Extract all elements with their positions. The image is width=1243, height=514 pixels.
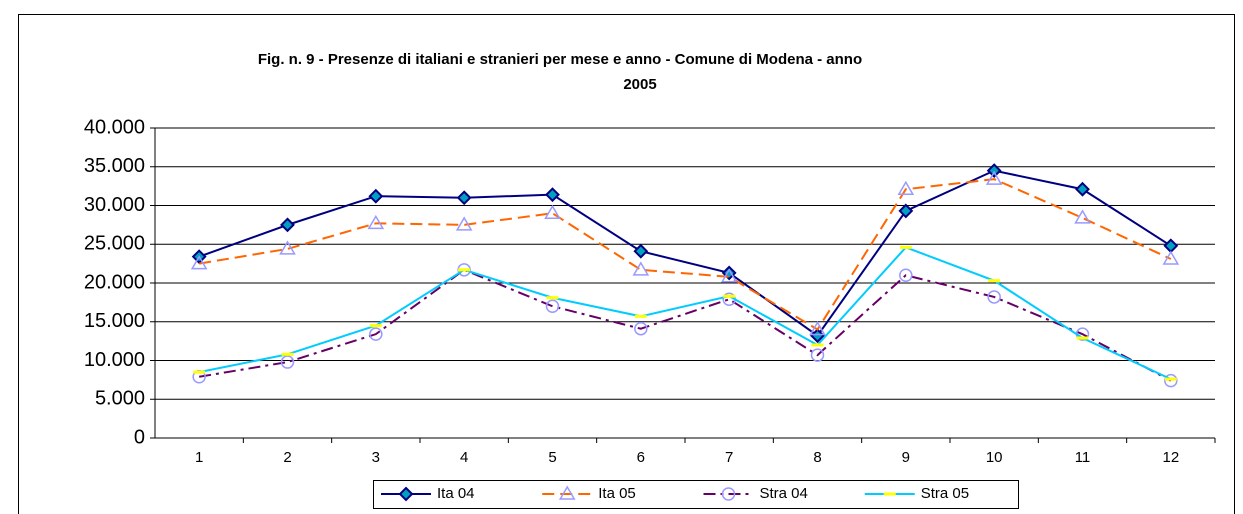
data-point (369, 324, 382, 328)
legend-label: Ita 04 (437, 485, 475, 502)
y-tick-label: 40.000 (84, 116, 145, 138)
data-point (546, 296, 559, 300)
legend-label: Stra 04 (760, 485, 808, 502)
data-point (632, 261, 650, 276)
data-point (634, 321, 648, 336)
x-tick-label: 11 (1075, 449, 1091, 466)
legend-label: Ita 05 (598, 485, 636, 502)
chart-frame (18, 14, 1235, 514)
data-point (986, 163, 1002, 179)
y-tick-label: 35.000 (84, 155, 145, 177)
data-point (899, 245, 912, 249)
x-tick-label: 12 (1162, 449, 1179, 466)
data-point (280, 217, 295, 233)
y-tick-label: 5.000 (95, 388, 145, 410)
x-tick-label: 5 (548, 449, 556, 466)
data-point (987, 290, 1001, 304)
legend-marker (558, 485, 576, 500)
y-tick-label: 0 (134, 426, 145, 448)
title-clip (940, 45, 980, 75)
data-point (809, 321, 826, 336)
y-tick-label: 20.000 (84, 271, 145, 293)
data-point (723, 294, 736, 298)
data-point (634, 314, 647, 318)
data-point (897, 180, 915, 195)
data-point (456, 190, 472, 206)
y-tick-label: 15.000 (84, 310, 145, 332)
data-point (810, 328, 825, 344)
data-point (281, 352, 294, 356)
series-line (199, 178, 1172, 331)
x-tick-label: 7 (725, 449, 733, 466)
data-point (898, 203, 914, 219)
data-point (1074, 209, 1091, 224)
data-point (899, 268, 913, 282)
data-point (455, 216, 473, 231)
x-tick-label: 4 (460, 449, 468, 466)
data-point (810, 348, 825, 362)
x-tick-label: 10 (986, 449, 1003, 466)
data-point (985, 170, 1003, 185)
legend-label: Stra 05 (921, 485, 969, 502)
x-tick-label: 6 (637, 449, 645, 466)
data-point (1164, 373, 1178, 388)
data-point (988, 279, 1001, 283)
legend-marker (883, 492, 896, 496)
legend-marker (721, 487, 736, 501)
x-tick-label: 9 (902, 449, 910, 466)
series-line (199, 268, 1172, 382)
data-point (811, 343, 824, 347)
chart-title: Fig. n. 9 - Presenze di italiani e stran… (258, 51, 862, 68)
x-tick-label: 3 (372, 449, 380, 466)
data-point (720, 268, 738, 283)
series-line (198, 246, 1172, 381)
data-point (1075, 181, 1090, 197)
x-tick-label: 2 (283, 449, 291, 466)
y-tick-label: 30.000 (84, 194, 145, 216)
data-point (458, 268, 471, 272)
data-point (369, 327, 383, 341)
data-point (190, 255, 208, 270)
chart-title: 2005 (623, 76, 656, 93)
data-point (1076, 336, 1089, 340)
data-point (1164, 377, 1177, 381)
data-point (1163, 238, 1179, 254)
data-point (280, 355, 295, 369)
data-point (368, 188, 384, 204)
legend-marker (398, 486, 414, 502)
y-tick-label: 25.000 (84, 233, 145, 255)
data-point (279, 240, 296, 255)
data-point (367, 214, 385, 230)
data-point (545, 299, 560, 313)
x-tick-label: 1 (195, 449, 203, 466)
x-tick-label: 8 (813, 449, 821, 466)
y-tick-label: 10.000 (84, 349, 145, 371)
data-point (545, 187, 560, 203)
data-point (193, 370, 206, 374)
data-point (1162, 250, 1180, 265)
data-point (633, 243, 649, 259)
data-point (544, 204, 561, 219)
series-line (198, 169, 1172, 338)
